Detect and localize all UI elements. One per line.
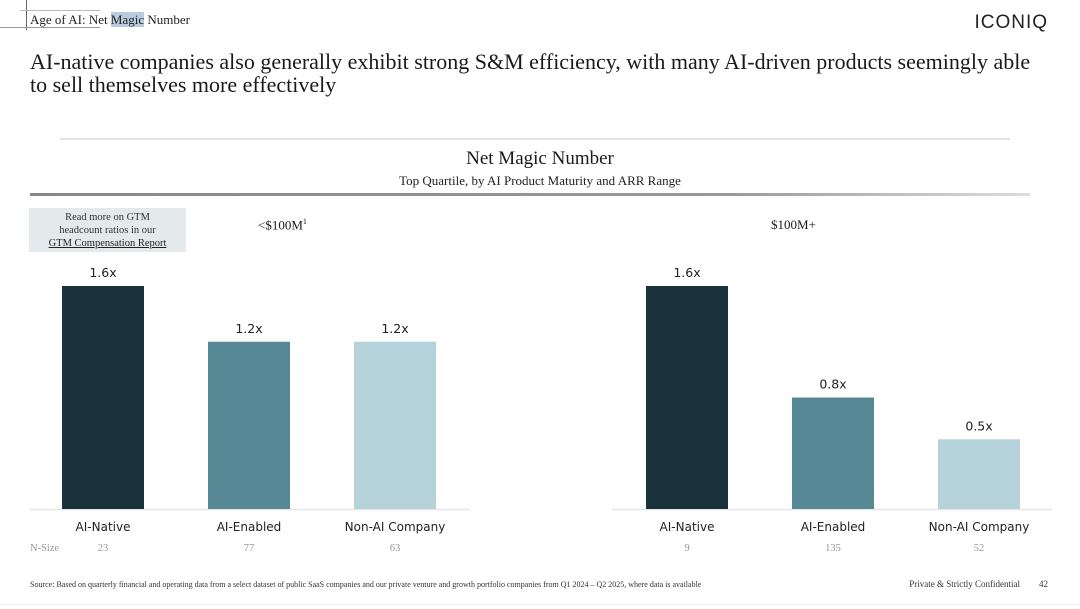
callout-text: Read more on GTM [65,212,150,223]
group-label-under-100m: <$100M1 [258,217,307,233]
bar-non-ai-company [938,439,1020,509]
page-number: 42 [1039,579,1048,589]
bar-ai-enabled [792,397,874,509]
bar-ai-enabled [208,341,290,509]
source-note: Source: Based on quarterly financial and… [30,580,702,589]
n-size-value: 23 [98,543,109,554]
category-label: AI-Native [76,520,131,534]
breadcrumb-text: Number [144,12,190,27]
n-size-value: 9 [684,543,689,554]
data-label: 0.8x [819,377,846,392]
breadcrumb-text: Age of AI: Net [30,12,111,27]
category-label: Non-AI Company [929,520,1030,534]
crop-mark [0,27,100,28]
category-label: AI-Enabled [801,520,866,534]
footnote-marker: 1 [302,217,307,226]
crop-mark [26,0,27,30]
group-label-100m-plus: $100M+ [771,217,816,233]
group-label-text: <$100M [258,217,303,233]
n-size-value: 63 [390,543,401,554]
bar-ai-native [646,286,728,509]
callout-text: headcount ratios in our [59,225,156,236]
data-label: 0.5x [965,418,992,433]
crop-mark [20,10,100,11]
category-label: AI-Enabled [217,520,282,534]
divider [30,193,1030,196]
data-label: 1.2x [381,321,408,336]
bar-non-ai-company [354,341,436,509]
divider [0,604,1080,605]
bar-ai-native [62,286,144,509]
breadcrumb: Age of AI: Net Magic Number [30,12,190,28]
iconiq-logo: ICONIQ [974,12,1048,33]
chart-title: Net Magic Number [466,148,614,169]
breadcrumb-highlight: Magic [110,12,145,27]
confidentiality-notice: Private & Strictly Confidential [909,579,1020,589]
n-size-label: N-Size [30,543,59,554]
page-headline: AI-native companies also generally exhib… [30,49,1031,97]
chart-subtitle: Top Quartile, by AI Product Maturity and… [399,173,681,188]
category-label: Non-AI Company [345,520,446,534]
divider [60,138,1010,140]
n-size-value: 135 [825,543,841,554]
group-label-text: $100M+ [771,217,816,232]
n-size-value: 52 [974,543,985,554]
n-size-value: 77 [244,543,255,554]
gtm-compensation-report-link[interactable]: GTM Compensation Report [48,238,167,249]
data-label: 1.6x [89,265,116,280]
data-label: 1.6x [673,265,700,280]
data-label: 1.2x [235,321,262,336]
category-label: AI-Native [660,520,715,534]
gtm-report-callout: Read more on GTM headcount ratios in our… [29,208,186,252]
